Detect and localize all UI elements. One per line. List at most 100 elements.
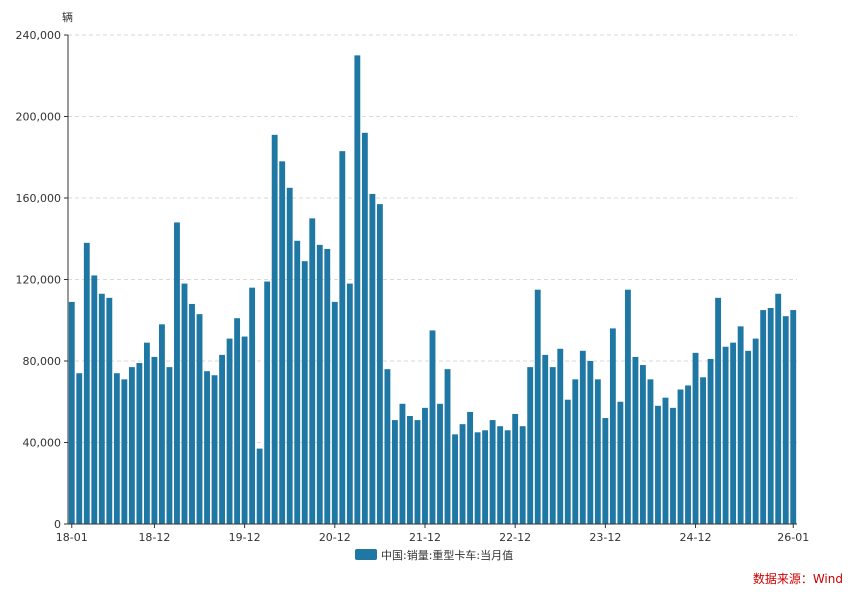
bar: [204, 371, 210, 524]
bar: [527, 367, 534, 524]
bar: [760, 310, 767, 524]
y-tick-label: 40,000: [23, 437, 62, 450]
bar: [399, 403, 406, 524]
bar: [68, 301, 75, 524]
bar: [692, 352, 699, 524]
x-tick-label: 18-01: [56, 531, 88, 544]
bar: [121, 379, 128, 524]
bar: [324, 248, 331, 524]
bar: [670, 407, 676, 524]
x-tick-label: 23-12: [589, 531, 621, 544]
y-tick-label: 240,000: [16, 29, 62, 42]
bar: [234, 318, 241, 524]
bar: [196, 314, 203, 524]
x-tick-label: 24-12: [680, 531, 712, 544]
bar: [609, 328, 616, 524]
data-source-note: 数据来源：Wind: [752, 572, 843, 586]
bar: [617, 401, 624, 524]
bar: [437, 403, 443, 524]
bar: [219, 354, 225, 524]
bar: [632, 356, 639, 524]
y-axis-unit-label: 辆: [62, 10, 73, 24]
bar: [159, 324, 165, 524]
bar: [331, 301, 338, 524]
x-tick-label: 26-01: [777, 531, 809, 544]
bar: [519, 426, 526, 524]
bar: [83, 242, 90, 524]
y-tick-label: 120,000: [16, 274, 62, 287]
bar: [775, 293, 782, 524]
bar: [594, 379, 601, 524]
x-tick-label: 20-12: [319, 531, 351, 544]
bar: [640, 365, 646, 524]
bar: [422, 407, 428, 524]
bar: [647, 379, 654, 524]
bar: [444, 369, 451, 524]
bar: [391, 420, 398, 524]
bar: [407, 416, 413, 524]
bar: [91, 275, 98, 524]
bar: [113, 373, 120, 524]
bar: [294, 240, 301, 525]
bar: [512, 413, 519, 524]
bar: [136, 363, 143, 524]
bar: [211, 375, 218, 524]
bar: [452, 434, 458, 524]
x-tick-label: 18-12: [138, 531, 170, 544]
bar: [346, 283, 353, 524]
bar: [279, 161, 286, 524]
x-tick-label: 21-12: [409, 531, 441, 544]
bar: [624, 289, 631, 524]
bar: [166, 367, 173, 524]
bar: [286, 187, 293, 524]
bar: [752, 338, 759, 524]
bar: [549, 367, 556, 524]
bar: [542, 354, 549, 524]
legend[interactable]: 中国:销量:重型卡车:当月值: [355, 548, 513, 562]
y-tick-label: 160,000: [16, 192, 62, 205]
bar: [249, 287, 256, 524]
y-tick-label: 0: [54, 518, 61, 531]
y-tick-label: 80,000: [23, 355, 62, 368]
bar: [414, 420, 421, 524]
bar: [482, 430, 489, 524]
bar: [782, 316, 789, 524]
bar: [504, 430, 511, 524]
bar: [557, 348, 564, 524]
bar: [264, 281, 271, 524]
bar: [181, 283, 188, 524]
bar: [745, 350, 752, 524]
x-tick-label: 19-12: [229, 531, 261, 544]
bar: [707, 358, 714, 524]
bar: [174, 222, 180, 524]
bar: [339, 151, 346, 524]
bar: [143, 342, 150, 524]
bar: [655, 405, 661, 524]
legend-label: 中国:销量:重型卡车:当月值: [381, 548, 513, 562]
bar: [226, 338, 233, 524]
bar: [677, 389, 684, 524]
bar: [474, 432, 481, 524]
bar: [429, 330, 436, 524]
bar: [309, 218, 316, 525]
bar: [489, 420, 496, 524]
bar: [106, 297, 113, 524]
bar: [459, 424, 466, 524]
bar: [384, 369, 391, 524]
bar: [579, 350, 586, 524]
bar: [722, 346, 729, 524]
bar: [685, 385, 691, 524]
bar: [241, 336, 248, 524]
bar: [354, 55, 361, 525]
bars: [68, 55, 797, 525]
bar: [534, 289, 541, 524]
bar: [497, 426, 504, 524]
bar: [662, 397, 669, 524]
bar: [790, 310, 797, 524]
bar: [128, 367, 135, 524]
bar: [467, 411, 474, 524]
bar: [151, 356, 158, 524]
bar: [737, 326, 744, 524]
bar: [361, 132, 368, 525]
